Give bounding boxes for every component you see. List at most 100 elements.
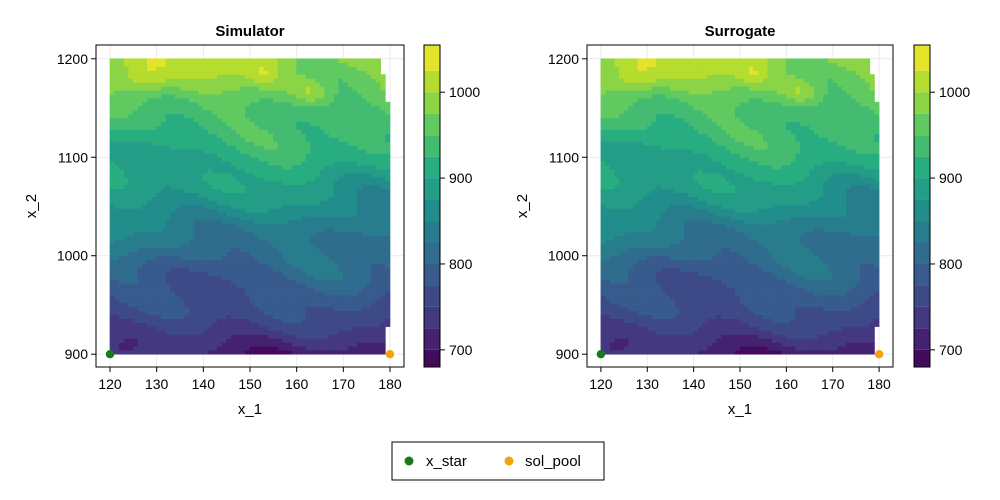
contour-cell — [147, 97, 153, 103]
contour-cell — [324, 306, 330, 312]
contour-cell — [375, 200, 381, 205]
contour-cell — [329, 176, 335, 182]
contour-cell — [347, 212, 353, 217]
contour-cell — [189, 216, 195, 221]
contour-cell — [619, 349, 625, 355]
contour-cell — [371, 318, 377, 323]
contour-cell — [259, 227, 265, 233]
contour-cell — [352, 255, 358, 260]
contour-cell — [287, 66, 293, 71]
contour-cell — [109, 330, 115, 335]
contour-cell — [249, 216, 255, 221]
contour-cell — [179, 223, 185, 229]
contour-cell — [623, 196, 630, 201]
contour-cell — [151, 239, 157, 245]
contour-cell — [147, 200, 153, 205]
contour-cell — [623, 267, 630, 272]
contour-cell — [207, 306, 213, 312]
contour-cell — [226, 109, 232, 115]
contour-cell — [268, 121, 274, 127]
contour-cell — [212, 164, 218, 170]
contour-cell — [212, 176, 218, 182]
contour-cell — [600, 208, 606, 213]
contour-cell — [352, 310, 358, 316]
contour-cell — [226, 302, 232, 308]
contour-cell — [137, 66, 143, 71]
contour-cell — [207, 133, 213, 138]
contour-cell — [385, 322, 391, 327]
contour-cell — [619, 121, 625, 127]
contour-cell — [259, 62, 265, 67]
contour-cell — [333, 334, 339, 339]
contour-cell — [221, 282, 227, 288]
contour-cell — [319, 247, 325, 253]
contour-cell — [123, 349, 129, 355]
contour-cell — [156, 89, 162, 95]
contour-cell — [133, 164, 139, 170]
contour-cell — [231, 129, 237, 134]
contour-cell — [343, 251, 349, 257]
contour-cell — [193, 259, 199, 264]
contour-cell — [623, 322, 630, 327]
contour-cell — [147, 62, 153, 67]
contour-cell — [305, 334, 311, 339]
contour-cell — [119, 259, 125, 264]
contour-cell — [343, 349, 349, 355]
contour-cell — [231, 117, 237, 123]
contour-cell — [301, 334, 307, 339]
contour-cell — [119, 212, 125, 217]
contour-cell — [170, 200, 176, 205]
contour-cell — [338, 113, 344, 119]
contour-cell — [319, 58, 325, 64]
contour-cell — [165, 62, 171, 67]
contour-cell — [240, 93, 246, 99]
contour-cell — [361, 58, 367, 64]
contour-cell — [380, 149, 386, 154]
contour-cell — [156, 121, 162, 127]
contour-cell — [128, 137, 134, 142]
contour-cell — [609, 86, 616, 91]
contour-cell — [324, 235, 330, 241]
contour-cell — [305, 239, 311, 245]
contour-cell — [333, 219, 339, 225]
contour-cell — [605, 133, 611, 138]
contour-cell — [203, 184, 209, 190]
contour-cell — [305, 129, 311, 134]
contour-cell — [343, 290, 349, 296]
contour-cell — [249, 204, 255, 209]
contour-cell — [623, 200, 630, 205]
contour-cell — [319, 263, 325, 268]
contour-cell — [287, 78, 293, 83]
contour-cell — [114, 204, 120, 209]
contour-cell — [207, 243, 213, 249]
contour-cell — [217, 172, 223, 178]
contour-cell — [240, 326, 246, 331]
contour-cell — [605, 105, 611, 111]
contour-cell — [333, 290, 339, 296]
contour-cell — [165, 219, 171, 225]
contour-cell — [235, 113, 241, 119]
contour-cell — [193, 89, 199, 95]
contour-cell — [347, 176, 353, 182]
contour-cell — [184, 101, 190, 107]
contour-cell — [375, 243, 381, 249]
contour-cell — [347, 101, 353, 107]
contour-cell — [319, 196, 325, 201]
contour-cell — [333, 82, 339, 87]
contour-cell — [240, 121, 246, 127]
contour-cell — [273, 318, 279, 323]
contour-cell — [128, 231, 134, 237]
contour-cell — [380, 156, 386, 162]
contour-cell — [147, 168, 153, 174]
contour-cell — [203, 247, 209, 253]
contour-cell — [156, 78, 162, 83]
contour-cell — [333, 322, 339, 327]
contour-cell — [226, 263, 232, 268]
contour-cell — [352, 306, 358, 312]
contour-cell — [305, 346, 311, 351]
contour-cell — [614, 330, 620, 335]
contour-cell — [217, 310, 223, 316]
contour-cell — [137, 243, 143, 249]
contour-cell — [609, 172, 616, 178]
